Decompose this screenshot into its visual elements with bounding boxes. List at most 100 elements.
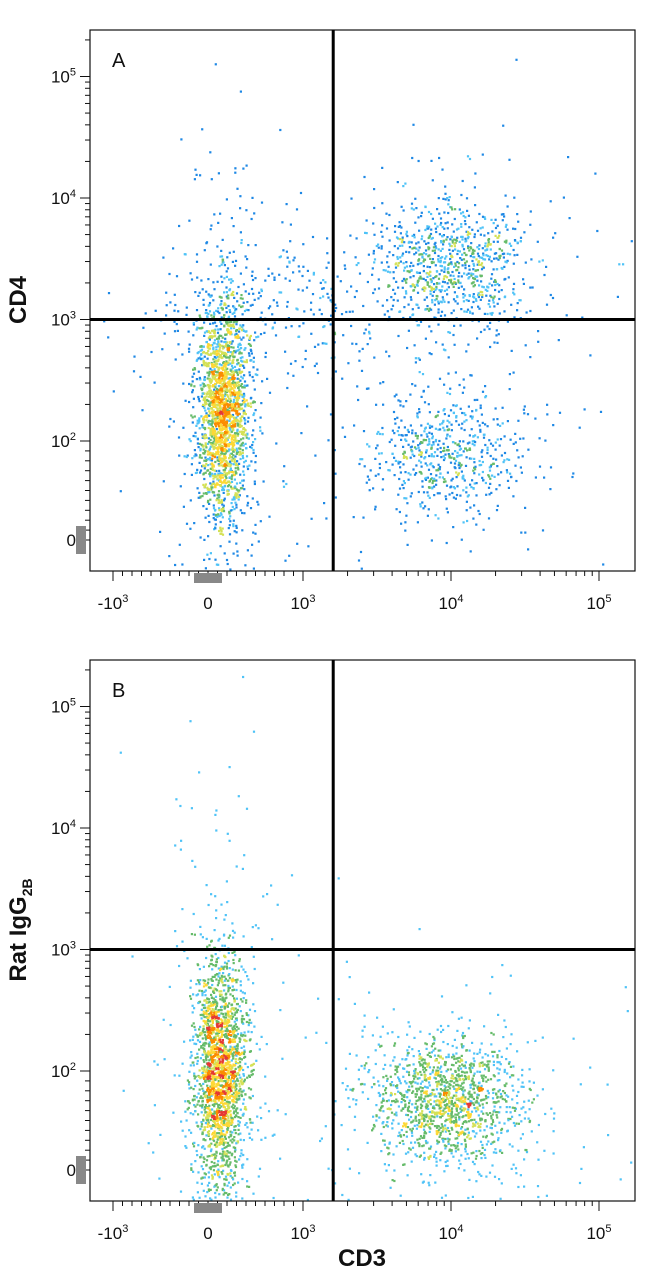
event-point [217,975,220,978]
event-point [225,476,228,480]
event-point [220,400,223,403]
event-point [447,286,450,289]
event-point [428,440,431,443]
event-point [219,328,222,331]
event-point [207,1171,210,1174]
event-point [252,429,255,432]
event-point [400,241,403,244]
event-point [223,455,227,458]
event-point [195,994,198,997]
event-point [426,308,429,311]
event-point [224,1062,227,1065]
event-point [395,393,398,396]
event-point [205,1035,208,1038]
event-point [443,270,446,273]
event-point [252,1062,255,1065]
event-point [195,983,198,986]
event-point [224,390,227,393]
event-point [229,1122,232,1126]
event-point [393,395,396,398]
event-point [218,374,221,378]
event-point [216,343,219,346]
event-point [213,1018,216,1021]
event-point [339,280,342,283]
event-point [235,452,238,455]
event-point [242,1089,245,1092]
event-point [476,275,479,278]
event-point [213,1075,216,1078]
event-point [246,465,249,468]
event-point [239,384,242,387]
event-point [232,358,235,361]
event-point [392,410,396,414]
event-point [468,249,471,252]
event-point [418,262,421,265]
event-point [238,453,241,456]
event-point [181,563,184,566]
event-point [240,352,243,355]
event-point [218,509,221,512]
event-point [174,303,177,307]
event-point [402,456,405,459]
event-point [444,261,447,264]
event-point [407,430,410,434]
event-point [232,988,236,991]
event-point [394,459,397,462]
event-point [215,359,218,362]
event-point [225,362,228,365]
event-point [426,225,429,228]
event-point [373,261,376,264]
event-point [602,563,605,566]
event-point [203,982,206,985]
event-point [224,366,227,369]
event-point [438,233,441,236]
event-point [419,442,422,445]
event-point [222,410,225,413]
event-point [213,991,216,994]
event-point [330,287,333,290]
event-point [206,501,210,504]
event-point [431,298,434,302]
event-point [222,491,225,494]
event-point [459,324,462,327]
event-point [432,479,435,482]
event-point [522,408,525,411]
event-point [216,459,219,462]
event-point [231,474,234,477]
event-point [411,156,414,160]
event-point [253,480,256,483]
event-point [496,302,499,305]
event-point [246,420,250,423]
event-point [401,286,404,289]
event-point [204,384,207,387]
event-point [407,443,410,446]
event-point [252,356,255,359]
event-point [388,469,391,472]
event-point [489,477,492,480]
event-point [208,447,212,450]
event-point [228,321,231,324]
event-point [229,330,232,333]
event-point [505,241,508,244]
event-point [201,1031,204,1034]
event-point [466,233,469,236]
event-point [271,938,274,941]
event-point [467,272,470,275]
event-point [402,185,405,188]
event-point [458,462,461,465]
event-point [494,288,497,292]
event-point [440,456,443,459]
event-point [427,309,431,312]
event-point [246,549,249,552]
event-point [203,558,206,561]
event-point [212,465,215,468]
event-point [457,474,460,477]
event-point [210,1114,213,1117]
event-point [241,1082,245,1085]
event-point [218,443,221,446]
event-point [229,509,232,512]
event-point [219,477,222,480]
event-point [418,411,421,414]
event-point [230,459,233,462]
event-point [478,424,481,427]
